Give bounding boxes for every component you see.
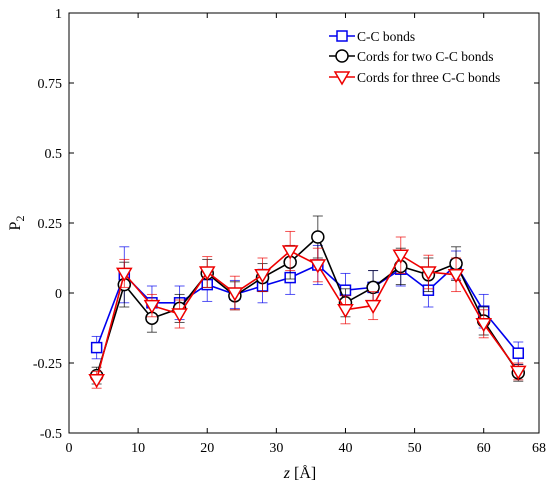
data-point-triangle [88, 374, 105, 389]
x-tick-label: 0 [66, 441, 73, 456]
y-tick-label: 0 [55, 287, 62, 302]
x-tick-label: 60 [477, 441, 491, 456]
data-point-square [512, 347, 525, 359]
x-tick-label: 68 [532, 441, 546, 456]
data-point-triangle [171, 308, 188, 323]
y-axis-ticks: -0.5 -0.25 0 0.25 0.5 0.75 1 [33, 7, 539, 442]
data-point-square [90, 341, 103, 354]
legend-marker-cc-bonds [336, 30, 348, 42]
data-point-triangle [115, 267, 133, 282]
legend-entry-two-cc-cords: Cords for two C-C bonds [329, 49, 494, 64]
legend-entry-three-cc-cords: Cords for three C-C bonds [329, 70, 500, 86]
data-point-triangle [337, 304, 354, 319]
x-tick-label: 10 [131, 441, 145, 456]
data-point-triangle [281, 245, 299, 260]
data-point-triangle [364, 299, 382, 315]
legend-label-cc-bonds: C-C bonds [357, 29, 415, 44]
x-axis-ticks: 0 10 20 30 40 50 60 68 [66, 13, 546, 456]
x-tick-label: 40 [338, 441, 352, 456]
data-point-triangle [392, 249, 410, 264]
y-axis-title: P2 [7, 216, 27, 231]
data-point-triangle [509, 365, 527, 380]
data-point-triangle [309, 259, 327, 274]
series-line [95, 263, 519, 354]
legend-label-two-cc-cords: Cords for two C-C bonds [357, 49, 494, 64]
x-tick-label: 50 [408, 441, 422, 456]
data-point-triangle [198, 266, 216, 281]
data-point-triangle [226, 287, 244, 302]
x-axis-title: z [Å] [283, 464, 316, 482]
y-tick-label: 0.25 [38, 217, 63, 232]
legend-entry-cc-bonds: C-C bonds [329, 29, 415, 44]
data-point-triangle [143, 299, 161, 315]
y-tick-label: 0.75 [38, 77, 63, 92]
x-tick-label: 20 [200, 441, 214, 456]
series-3 [88, 230, 527, 389]
series-layer [88, 215, 527, 389]
y-tick-label: 1 [55, 7, 62, 22]
y-tick-label: -0.25 [33, 357, 62, 372]
data-point-triangle [447, 269, 465, 284]
data-point-triangle [254, 269, 271, 284]
y-tick-label: -0.5 [40, 427, 62, 442]
legend-marker-three-cc-cords [333, 71, 351, 86]
y-tick-label: 0.5 [45, 147, 63, 162]
data-point-triangle [420, 266, 437, 281]
series-line [95, 235, 519, 376]
legend-label-three-cc-cords: Cords for three C-C bonds [357, 70, 500, 85]
x-tick-label: 30 [269, 441, 283, 456]
data-point-circle [311, 230, 325, 244]
legend: C-C bonds Cords for two C-C bonds Cords … [329, 29, 500, 86]
data-point-triangle [475, 318, 493, 333]
series-line [95, 250, 519, 381]
legend-marker-two-cc-cords [335, 49, 349, 63]
